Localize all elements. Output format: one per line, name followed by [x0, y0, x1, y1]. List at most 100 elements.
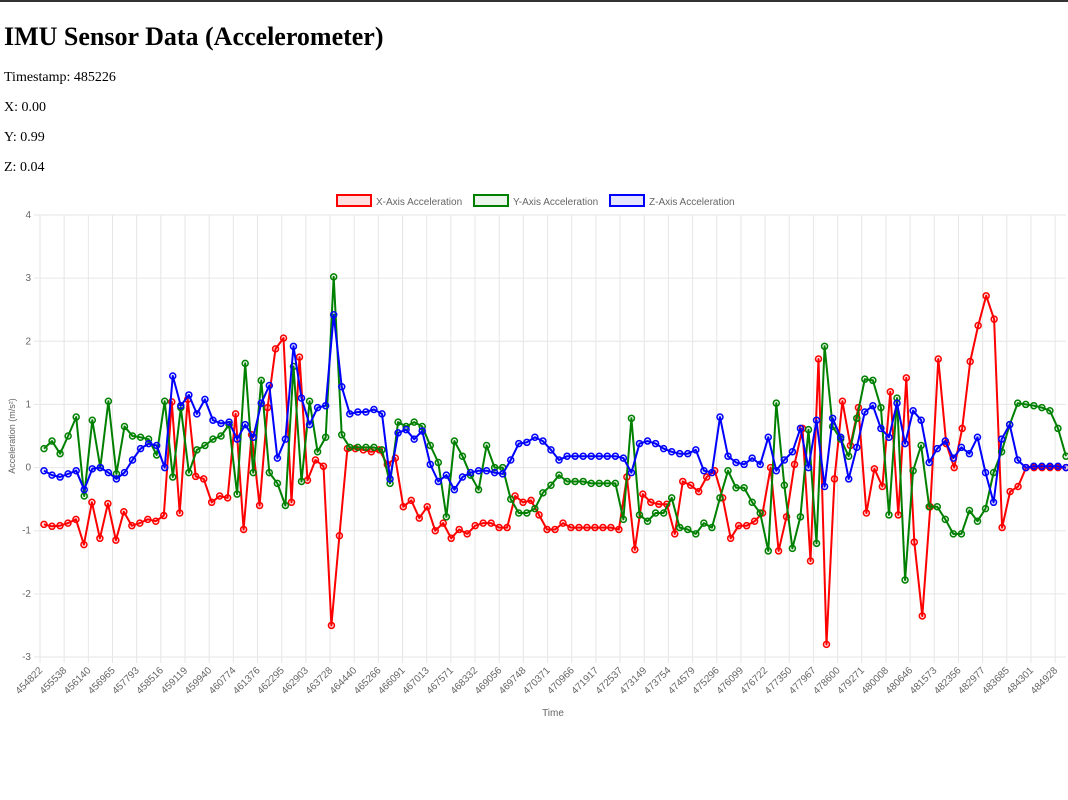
data-point[interactable] [917, 416, 925, 424]
data-point[interactable] [756, 509, 764, 517]
legend-item-2[interactable]: Y-Axis Acceleration [473, 194, 598, 208]
data-point[interactable] [289, 342, 298, 351]
data-point[interactable] [426, 441, 435, 450]
data-point[interactable] [128, 521, 136, 530]
data-point[interactable] [48, 437, 56, 445]
data-point[interactable] [64, 432, 72, 440]
data-point[interactable] [442, 471, 451, 479]
data-point[interactable] [305, 397, 314, 406]
data-point[interactable] [732, 484, 740, 492]
data-point[interactable] [335, 532, 344, 540]
data-point[interactable] [555, 471, 563, 479]
data-point[interactable] [407, 496, 416, 505]
data-point[interactable] [949, 530, 958, 538]
data-point[interactable] [804, 463, 813, 472]
data-point[interactable] [378, 410, 386, 418]
data-point[interactable] [112, 536, 120, 544]
data-point[interactable] [796, 424, 805, 433]
data-point[interactable] [559, 519, 567, 527]
data-point[interactable] [337, 430, 346, 439]
data-point[interactable] [160, 397, 169, 406]
data-point[interactable] [346, 443, 354, 452]
data-point[interactable] [362, 408, 370, 416]
data-point[interactable] [659, 444, 668, 453]
data-point[interactable] [838, 397, 847, 406]
data-point[interactable] [885, 511, 893, 519]
legend-item-1[interactable]: X-Axis Acceleration [336, 194, 462, 208]
data-point[interactable] [702, 473, 711, 481]
data-point[interactable] [1022, 400, 1030, 409]
data-point[interactable] [1054, 424, 1062, 433]
data-point[interactable] [463, 530, 471, 538]
data-point[interactable] [909, 406, 917, 415]
data-point[interactable] [104, 397, 113, 406]
data-point[interactable] [1013, 399, 1022, 407]
data-point[interactable] [551, 525, 559, 534]
data-point[interactable] [643, 437, 652, 445]
legend-label[interactable]: Y-Axis Acceleration [513, 197, 598, 208]
data-point[interactable] [209, 416, 217, 424]
data-point[interactable] [732, 458, 740, 467]
data-point[interactable] [136, 519, 144, 527]
data-point[interactable] [402, 425, 410, 434]
data-point[interactable] [1046, 462, 1054, 471]
data-point[interactable] [490, 468, 499, 477]
data-point[interactable] [651, 439, 660, 448]
data-point[interactable] [215, 492, 224, 500]
data-point[interactable] [806, 557, 815, 565]
data-point[interactable] [671, 530, 679, 538]
data-point[interactable] [233, 435, 241, 443]
data-point[interactable] [619, 454, 628, 462]
data-point[interactable] [144, 515, 152, 524]
data-point[interactable] [910, 538, 919, 546]
data-point[interactable] [667, 494, 676, 502]
data-point[interactable] [886, 388, 895, 396]
data-point[interactable] [303, 476, 312, 484]
data-point[interactable] [495, 523, 503, 532]
data-point[interactable] [152, 441, 161, 450]
data-point[interactable] [458, 473, 467, 481]
data-point[interactable] [635, 511, 644, 519]
data-point[interactable] [547, 446, 555, 454]
data-point[interactable] [631, 545, 639, 554]
data-point[interactable] [627, 468, 636, 477]
data-point[interactable] [96, 463, 105, 472]
data-point[interactable] [354, 408, 362, 416]
data-point[interactable] [233, 490, 241, 498]
legend-swatch[interactable] [609, 194, 645, 207]
data-point[interactable] [265, 468, 274, 477]
data-point[interactable] [957, 530, 966, 538]
data-point[interactable] [684, 449, 692, 458]
data-point[interactable] [966, 357, 974, 366]
data-point[interactable] [177, 401, 185, 410]
data-point[interactable] [997, 435, 1006, 443]
data-point[interactable] [434, 477, 443, 486]
data-point[interactable] [941, 437, 950, 445]
data-point[interactable] [378, 446, 386, 454]
data-point[interactable] [675, 449, 684, 458]
data-point[interactable] [635, 439, 644, 448]
data-point[interactable] [515, 439, 523, 448]
data-point[interactable] [1038, 462, 1046, 471]
legend-label[interactable]: X-Axis Acceleration [376, 197, 462, 208]
data-point[interactable] [615, 525, 623, 534]
data-point[interactable] [241, 420, 249, 429]
data-point[interactable] [426, 460, 435, 469]
data-point[interactable] [822, 640, 831, 649]
data-point[interactable] [796, 513, 805, 521]
data-point[interactable] [692, 530, 700, 538]
data-point[interactable] [48, 522, 56, 531]
data-point[interactable] [651, 509, 660, 517]
data-point[interactable] [1038, 403, 1046, 412]
data-point[interactable] [1014, 482, 1022, 491]
data-point[interactable] [471, 521, 479, 530]
data-point[interactable] [297, 477, 306, 486]
data-point[interactable] [80, 540, 88, 549]
data-point[interactable] [394, 418, 402, 426]
data-point[interactable] [957, 443, 966, 452]
data-point[interactable] [1030, 462, 1038, 471]
acceleration-chart[interactable]: -3 -2 -1 0 1 2 3 4 454822 455538 456140 456965 45779… [0, 188, 1068, 728]
data-point[interactable] [249, 468, 257, 477]
data-point[interactable] [989, 468, 998, 477]
chart-svg[interactable]: -3-2-10123445482245553845614045696545779… [0, 188, 1068, 728]
